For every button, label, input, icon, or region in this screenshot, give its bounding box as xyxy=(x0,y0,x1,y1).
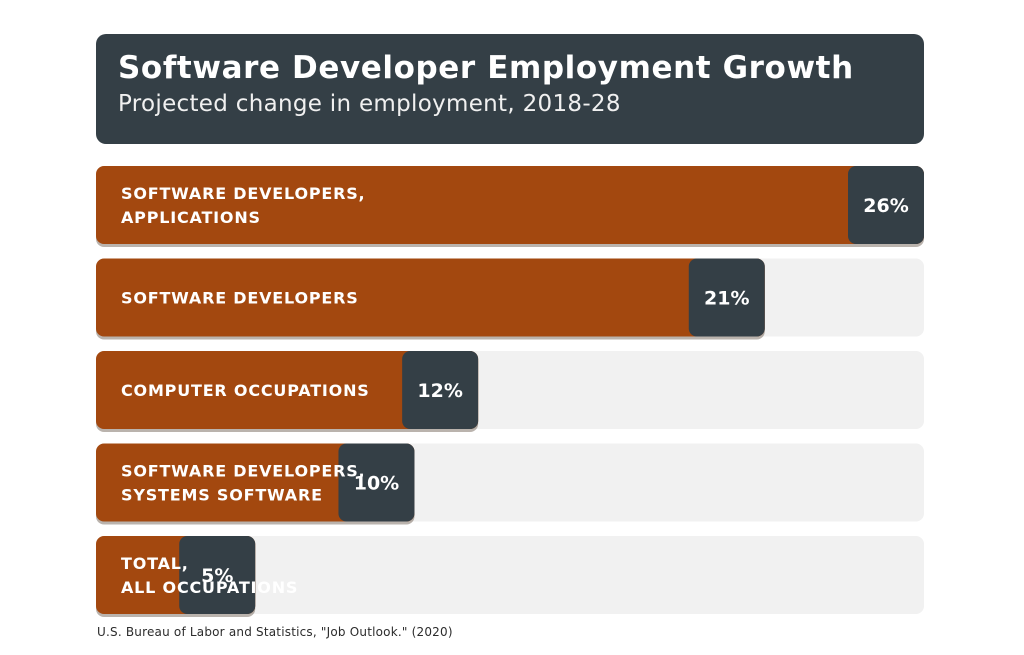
category-label: APPLICATIONS xyxy=(121,208,261,227)
category-label: COMPUTER OCCUPATIONS xyxy=(121,381,370,400)
value-box xyxy=(338,443,415,522)
value-label: 5% xyxy=(201,565,233,587)
category-label: SOFTWARE DEVELOPERS xyxy=(121,289,359,308)
value-box xyxy=(179,536,256,614)
category-label: SOFTWARE DEVELOPERS, xyxy=(121,462,365,481)
chart-header: Software Developer Employment Growth Pro… xyxy=(96,34,924,144)
value-label: 21% xyxy=(704,288,749,310)
category-label: TOTAL, xyxy=(121,554,189,573)
bar xyxy=(96,258,765,337)
chart-title: Software Developer Employment Growth xyxy=(118,50,854,86)
source-note: U.S. Bureau of Labor and Statistics, "Jo… xyxy=(97,625,453,639)
chart-subtitle: Projected change in employment, 2018-28 xyxy=(118,91,621,117)
bar xyxy=(96,351,479,429)
value-box xyxy=(402,351,479,429)
bar-track xyxy=(96,536,924,614)
value-label: 10% xyxy=(354,473,399,495)
category-label: SYSTEMS SOFTWARE xyxy=(121,486,323,505)
bar xyxy=(96,166,924,244)
category-label: SOFTWARE DEVELOPERS, xyxy=(121,184,365,203)
value-box xyxy=(688,258,765,337)
value-label: 12% xyxy=(417,380,462,402)
value-label: 26% xyxy=(863,195,908,217)
category-label: ALL OCCUPATIONS xyxy=(121,578,298,597)
bar xyxy=(96,443,415,522)
value-box xyxy=(848,166,924,244)
